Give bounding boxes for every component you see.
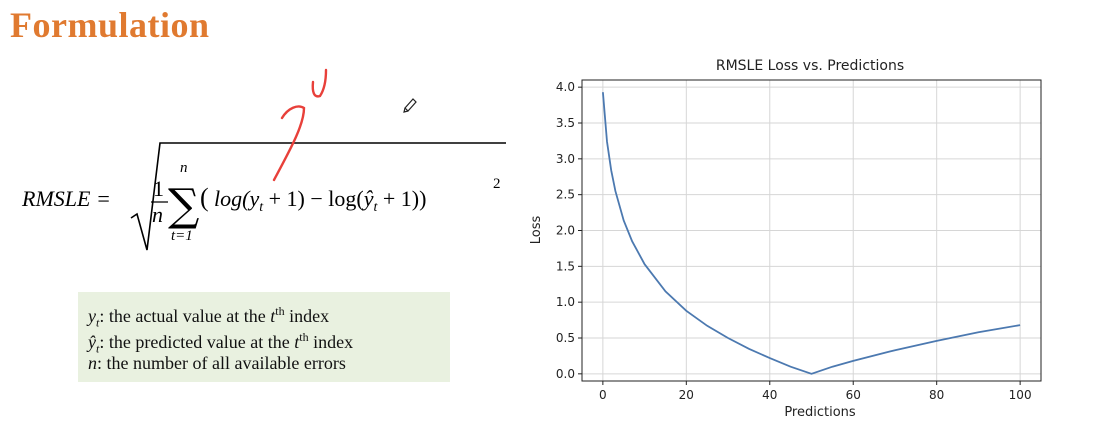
sum-upper-limit: n xyxy=(180,160,188,176)
legend-item: n: the number of all available errors xyxy=(88,353,346,373)
summation-sign: ∑ xyxy=(168,180,199,231)
legend-item: yt: the actual value at the tth index xyxy=(88,304,330,330)
formula-lhs: RMSLE = xyxy=(21,186,111,211)
fraction-denominator: n xyxy=(152,202,163,227)
chart-title: RMSLE Loss vs. Predictions xyxy=(716,58,904,74)
x-axis-label: Predictions xyxy=(784,405,856,420)
x-tick-label: 40 xyxy=(762,388,777,402)
exponent-2: 2 xyxy=(493,176,501,192)
sum-lower-limit: t=1 xyxy=(171,228,193,244)
y-axis-label: Loss xyxy=(529,216,544,245)
rmsle-formula: RMSLE = 1 n n ∑ t=1 ( log(yt + 1) − log(… xyxy=(21,68,506,251)
pencil-icon xyxy=(403,98,417,113)
legend-item: ŷt: the predicted value at the tth index xyxy=(88,330,354,356)
fraction-numerator: 1 xyxy=(153,176,164,201)
variable-legend: yt: the actual value at the tth index ŷt… xyxy=(78,292,450,382)
y-tick-label: 1.0 xyxy=(556,295,575,309)
y-tick-label: 4.0 xyxy=(556,80,575,94)
y-tick-label: 3.0 xyxy=(556,152,575,166)
y-tick-label: 1.5 xyxy=(556,259,575,273)
y-tick-label: 0.5 xyxy=(556,331,575,345)
x-tick-label: 100 xyxy=(1009,388,1032,402)
x-tick-label: 0 xyxy=(599,388,607,402)
y-tick-label: 2.5 xyxy=(556,188,575,202)
slide-title: Formulation xyxy=(10,5,210,45)
handwritten-annotation xyxy=(272,68,328,182)
term-actual: log(yt + 1) − log(ŷt + 1)) xyxy=(214,186,426,215)
x-tick-label: 20 xyxy=(679,388,694,402)
x-tick-label: 60 xyxy=(846,388,861,402)
x-tick-label: 80 xyxy=(929,388,944,402)
y-tick-label: 0.0 xyxy=(556,367,575,381)
y-tick-label: 2.0 xyxy=(556,224,575,238)
open-paren: ( xyxy=(200,183,209,212)
loss-chart: RMSLE Loss vs. Predictions 0 20 40 60 80 100 0… xyxy=(529,58,1042,420)
radical-sign xyxy=(130,142,506,251)
series-line xyxy=(602,92,1021,375)
y-tick-label: 3.5 xyxy=(556,116,575,130)
